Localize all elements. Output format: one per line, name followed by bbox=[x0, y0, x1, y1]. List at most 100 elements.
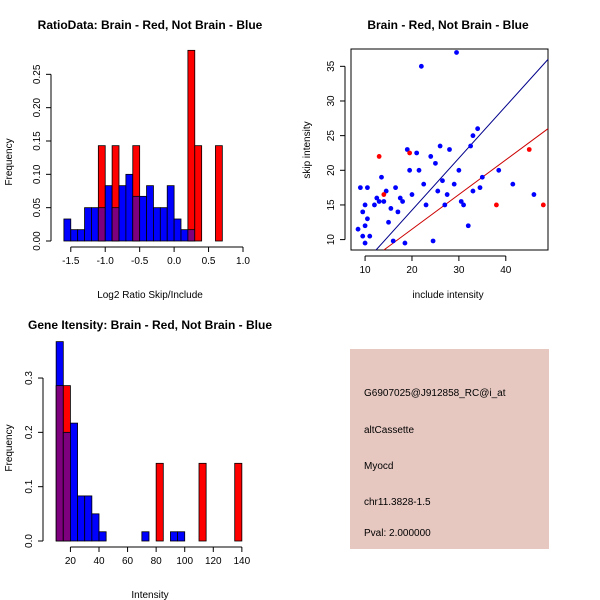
intensity-histogram-x-tick-label: 100 bbox=[176, 556, 193, 567]
scatter-x-tick-label: 20 bbox=[406, 265, 418, 276]
not-brain-point bbox=[440, 178, 445, 184]
intensity-histogram-overlap-bar bbox=[62, 431, 71, 542]
scatter-panel: Brain - Red, Not Brain - Blue include in… bbox=[302, 18, 549, 301]
not-brain-point bbox=[402, 240, 408, 246]
ratio-histogram-bar bbox=[70, 229, 79, 242]
scatter-y-tick-label: 30 bbox=[326, 95, 337, 107]
scatter-xlabel: include intensity bbox=[412, 290, 483, 301]
scatter-ylabel: skip intensity bbox=[302, 121, 313, 178]
ratio-histogram-y-tick-label: 0.10 bbox=[32, 164, 43, 184]
not-brain-point bbox=[367, 233, 373, 239]
intensity-histogram-bar bbox=[70, 422, 78, 542]
scatter-y-tick-label: 20 bbox=[326, 164, 337, 176]
ratio-histogram-x-tick-label: 0.0 bbox=[167, 256, 181, 267]
not-brain-point bbox=[477, 185, 483, 191]
not-brain-point bbox=[365, 216, 370, 222]
not-brain-point bbox=[360, 209, 366, 215]
intensity-histogram-xlabel: Intensity bbox=[131, 590, 168, 600]
scatter-title: Brain - Red, Not Brain - Blue bbox=[367, 18, 529, 32]
intensity-histogram-axes: 20 40 60 80 100 120 140 0.0 0.1 0.2 0.3 bbox=[24, 371, 251, 567]
scatter-axes: 10 20 30 40 10 15 20 25 30 35 bbox=[326, 60, 512, 276]
not-brain-point bbox=[451, 181, 457, 187]
brain-point bbox=[407, 150, 413, 156]
scatter-y-tick-label: 25 bbox=[326, 130, 337, 142]
intensity-histogram-x-tick-label: 140 bbox=[234, 556, 251, 567]
not-brain-point bbox=[456, 167, 462, 173]
not-brain-point bbox=[393, 185, 398, 191]
intensity-histogram-bar bbox=[177, 531, 186, 542]
not-brain-point bbox=[386, 219, 391, 225]
not-brain-point bbox=[355, 226, 361, 232]
intensity-histogram-bar bbox=[77, 495, 86, 542]
not-brain-point bbox=[496, 167, 502, 173]
not-brain-point bbox=[470, 133, 476, 139]
ratio-histogram-bar bbox=[125, 173, 134, 242]
not-brain-point bbox=[376, 199, 382, 204]
p-value: Pval: 2.000000 bbox=[364, 528, 431, 539]
ratio-histogram-xlabel: Log2 Ratio Skip/Include bbox=[97, 290, 203, 301]
not-brain-point bbox=[423, 202, 429, 208]
ratio-histogram-bar bbox=[180, 229, 189, 242]
intensity-histogram-panel: Gene Itensity: Brain - Red, Not Brain - … bbox=[4, 318, 272, 600]
brain-point bbox=[540, 202, 546, 208]
ratio-histogram-ylabel: Frequency bbox=[4, 138, 15, 185]
ratio-histogram-bar bbox=[77, 229, 85, 242]
scatter-x-tick-label: 30 bbox=[453, 265, 465, 276]
not-brain-point bbox=[447, 147, 452, 152]
not-brain-point bbox=[430, 238, 436, 244]
ratio-histogram-overlap-bar bbox=[187, 229, 196, 242]
scatter-y-tick-label: 10 bbox=[326, 234, 337, 246]
intensity-histogram-bar bbox=[198, 462, 207, 542]
ratio-histogram-bar bbox=[153, 207, 161, 242]
not-brain-point bbox=[418, 63, 424, 69]
ratio-histogram-overlap-bar bbox=[132, 195, 141, 242]
gene-name: Myocd bbox=[364, 461, 393, 472]
ratio-histogram-overlap-bar bbox=[111, 207, 120, 242]
brain-point bbox=[494, 202, 499, 208]
intensity-histogram-bar bbox=[91, 513, 100, 542]
scatter-y-tick-label: 15 bbox=[326, 199, 337, 211]
scatter-plot-box bbox=[350, 48, 549, 251]
not-brain-point bbox=[479, 174, 485, 180]
not-brain-point bbox=[383, 188, 389, 194]
not-brain-point bbox=[381, 199, 387, 204]
intensity-histogram-x-tick-label: 60 bbox=[122, 556, 134, 567]
brain-point bbox=[381, 192, 387, 197]
not-brain-point bbox=[362, 223, 368, 229]
scatter-points bbox=[355, 50, 546, 246]
intensity-histogram-ylabel: Frequency bbox=[4, 424, 15, 471]
not-brain-point bbox=[407, 167, 413, 173]
ratio-histogram-bars bbox=[63, 49, 223, 242]
not-brain-point bbox=[414, 150, 420, 156]
not-brain-point bbox=[362, 202, 368, 208]
ratio-histogram-x-tick-label: -0.5 bbox=[131, 256, 149, 267]
ratio-histogram-y-tick-label: 0.20 bbox=[32, 97, 43, 117]
intensity-histogram-y-tick-label: 0.0 bbox=[24, 534, 35, 548]
intensity-histogram-y-tick-label: 0.1 bbox=[24, 479, 35, 493]
ratio-histogram-bar bbox=[139, 195, 147, 242]
info-panel: G6907025@J912858_RC@i_at altCassette Myo… bbox=[350, 349, 549, 549]
not-brain-point bbox=[365, 185, 370, 191]
ratio-histogram-bar bbox=[63, 218, 72, 242]
info-panel-background bbox=[350, 349, 549, 549]
ratio-histogram-bar bbox=[118, 185, 127, 242]
scatter-x-tick-label: 10 bbox=[360, 265, 372, 276]
ratio-histogram-panel: RatioData: Brain - Red, Not Brain - Blue… bbox=[4, 18, 263, 301]
not-brain-point bbox=[458, 199, 464, 204]
not-brain-point bbox=[428, 154, 434, 159]
not-brain-fit-line bbox=[375, 59, 549, 251]
ratio-histogram-y-tick-label: 0.25 bbox=[32, 64, 43, 84]
not-brain-point bbox=[442, 202, 448, 208]
ratio-histogram-x-tick-label: 1.0 bbox=[236, 256, 250, 267]
not-brain-point bbox=[435, 188, 441, 194]
intensity-histogram-overlap-bar bbox=[55, 385, 64, 542]
intensity-histogram-x-tick-label: 80 bbox=[151, 556, 163, 567]
not-brain-point bbox=[362, 240, 368, 246]
ratio-histogram-y-tick-label: 0.00 bbox=[32, 231, 43, 251]
genomic-location: chr11.3828-1.5 bbox=[364, 497, 431, 508]
scatter-y-tick-label: 35 bbox=[326, 60, 337, 72]
not-brain-point bbox=[397, 195, 403, 201]
not-brain-point bbox=[409, 192, 415, 197]
intensity-histogram-y-tick-label: 0.3 bbox=[24, 371, 35, 385]
